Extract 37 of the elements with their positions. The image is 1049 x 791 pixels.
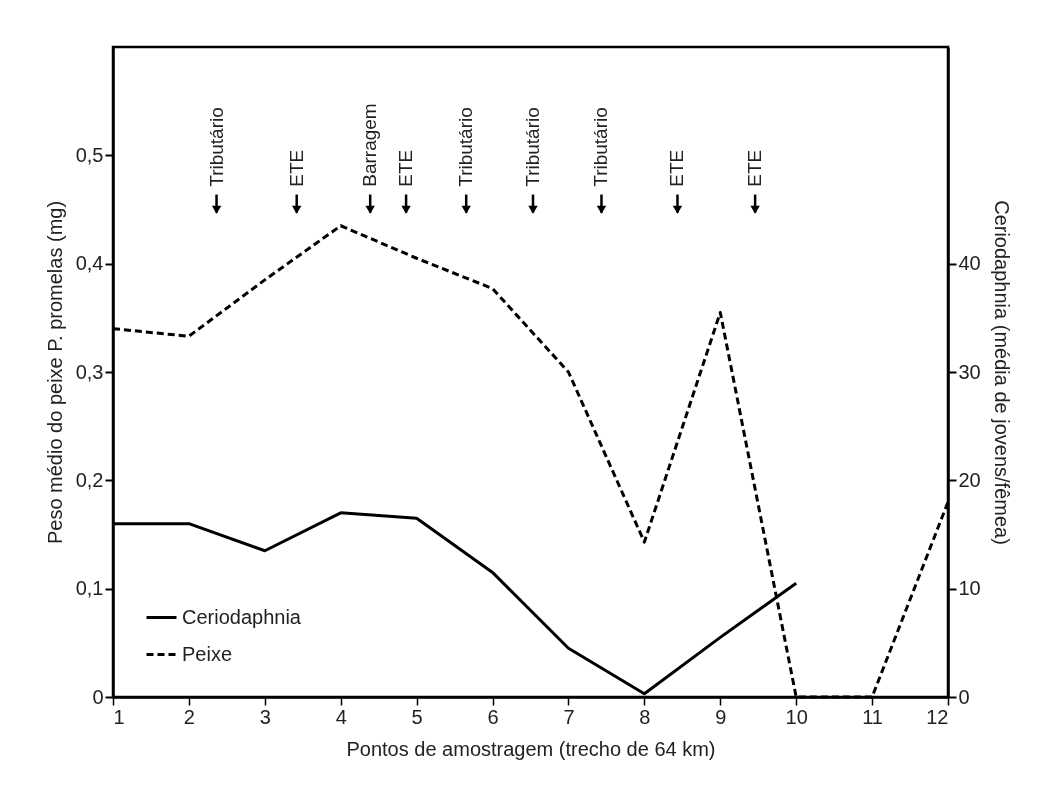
legend-label: Peixe: [182, 642, 233, 665]
annotation: Barragem: [359, 103, 381, 187]
y-tick-label: 0,1: [75, 577, 104, 600]
x-tick-label: 10: [785, 705, 808, 728]
annotation: Tributário: [455, 107, 477, 187]
annotation: ETE: [395, 149, 417, 187]
x-tick-label: 12: [926, 705, 949, 728]
y2-tick-label: 30: [958, 360, 981, 383]
x-axis-title: Pontos de amostragem (trecho de 64 km): [346, 737, 716, 760]
legend-label: Ceriodaphnia: [182, 605, 302, 628]
y2-tick-label: 0: [958, 685, 970, 708]
x-tick-label: 3: [259, 705, 271, 728]
annotation: Tributário: [590, 107, 612, 187]
x-tick-label: 2: [183, 705, 195, 728]
x-tick-label: 7: [563, 705, 575, 728]
y-axis-title: Peso médio do peixe P. promelas (mg): [43, 200, 66, 545]
annotation: Tributário: [205, 107, 227, 187]
x-tick-label: 9: [715, 705, 727, 728]
y-tick-label: 0: [92, 685, 104, 708]
x-tick-label: 5: [411, 705, 423, 728]
y2-tick-label: 20: [958, 468, 981, 491]
y-tick-label: 0,4: [75, 252, 104, 275]
x-tick-label: 1: [113, 705, 125, 728]
y-tick-label: 0,3: [75, 360, 104, 383]
x-tick-label: 11: [862, 705, 883, 728]
annotation: Tributário: [522, 107, 544, 187]
x-tick-label: 8: [639, 705, 651, 728]
y2-tick-label: 40: [958, 252, 981, 275]
annotation: ETE: [666, 149, 688, 187]
y-tick-label: 0,5: [75, 143, 104, 166]
y-tick-label: 0,2: [75, 468, 104, 491]
x-tick-label: 6: [487, 705, 499, 728]
x-tick-label: 4: [335, 705, 347, 728]
y2-tick-label: 10: [958, 577, 981, 600]
annotation: ETE: [285, 149, 307, 187]
annotation: ETE: [744, 149, 766, 187]
y2-axis-title: Ceriodaphnia (média de jovens/fêmea): [990, 200, 1013, 545]
